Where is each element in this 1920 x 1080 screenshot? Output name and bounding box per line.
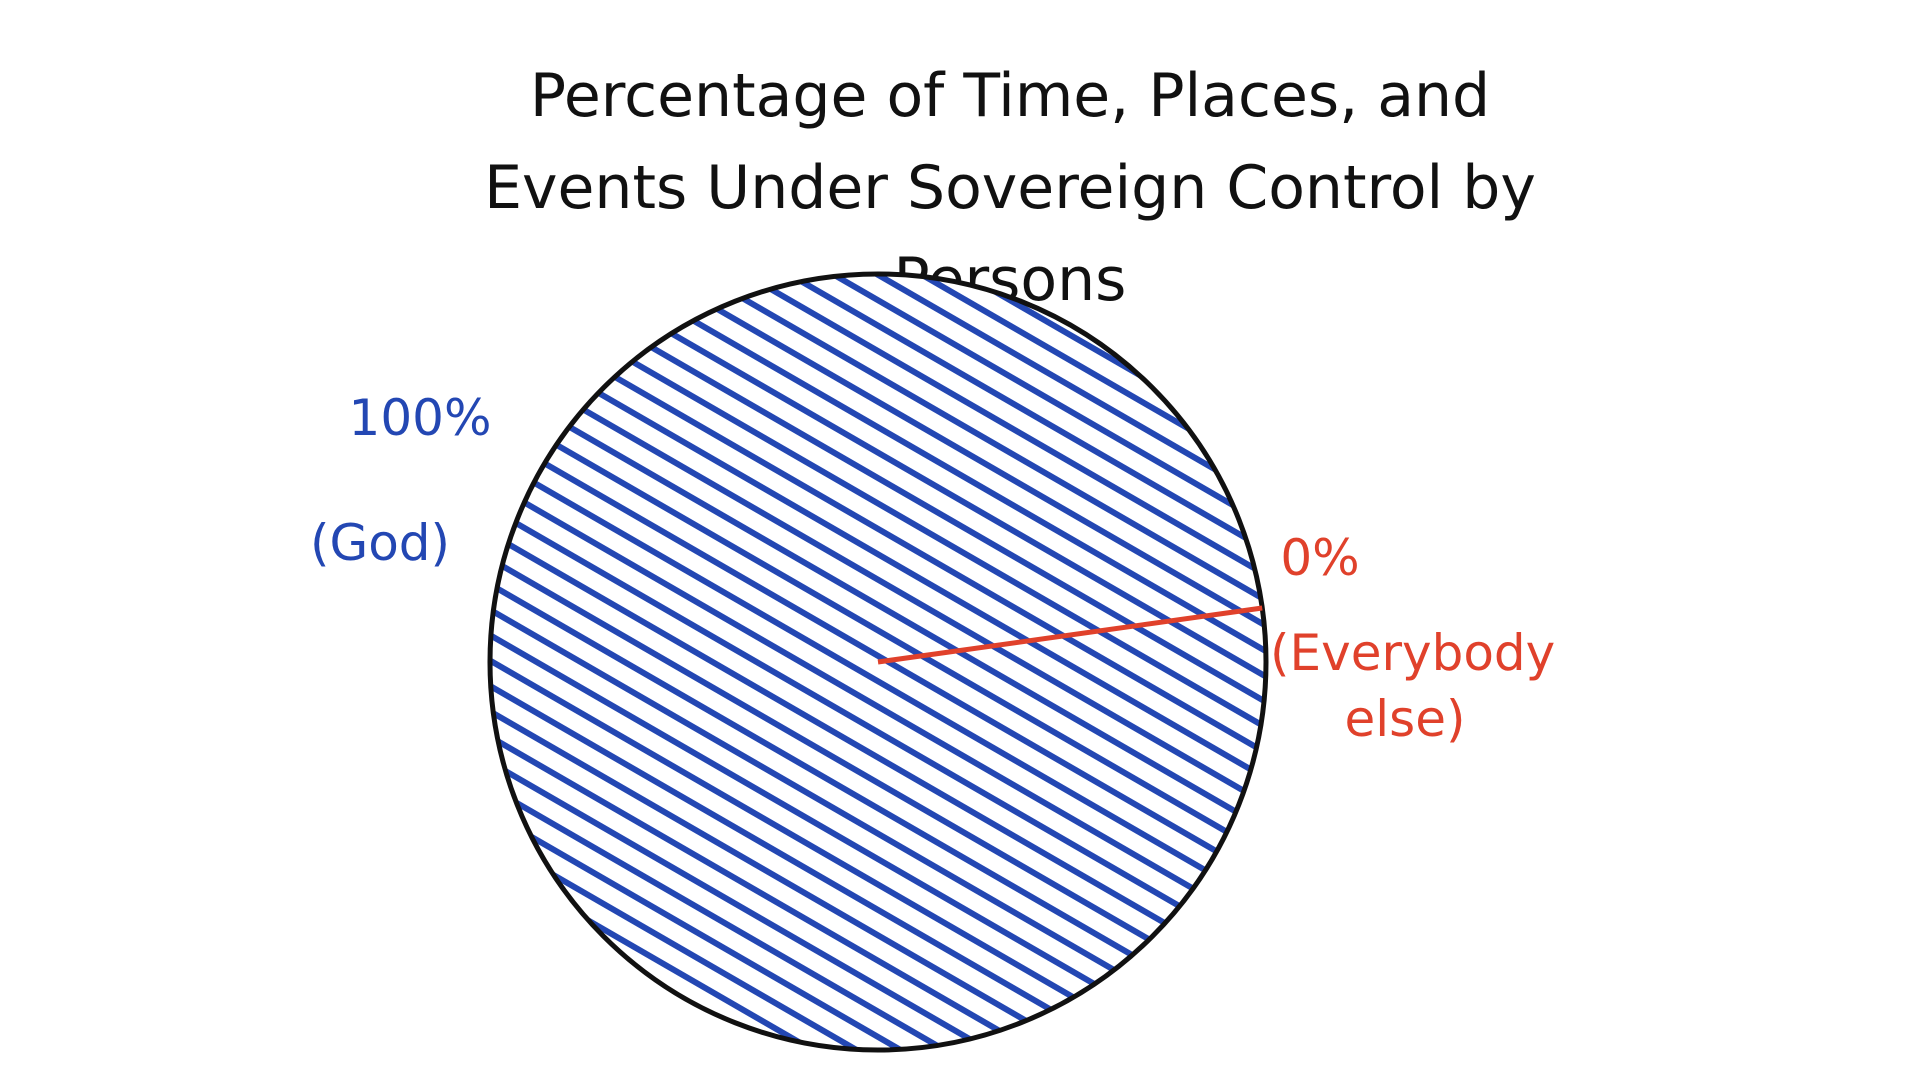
category-label: (God)	[309, 514, 451, 572]
value-label: 0%	[1280, 529, 1360, 587]
pie-slice	[877, 605, 1263, 665]
category-label: (Everybody else)	[1270, 624, 1556, 748]
value-label: 100%	[348, 389, 492, 447]
chart-title: Percentage of Time, Places, and Events U…	[484, 61, 1536, 315]
